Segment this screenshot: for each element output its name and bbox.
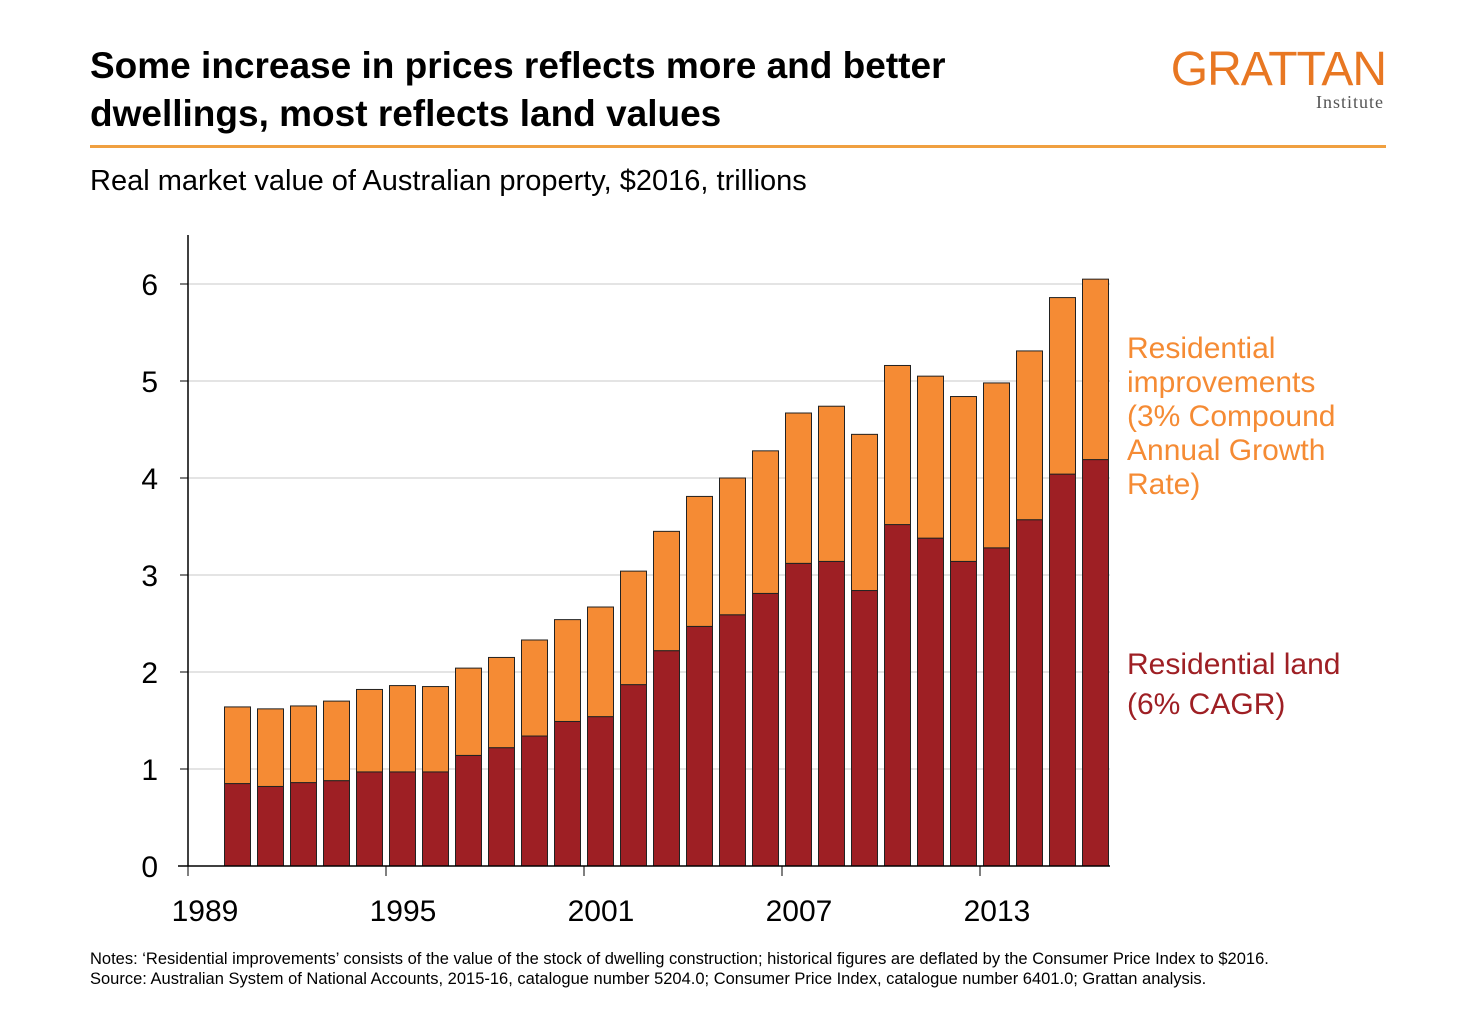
bar-improvements [224, 706, 251, 785]
bar-improvements [290, 705, 317, 784]
bar-improvements [950, 396, 977, 562]
y-tick-label: 5 [141, 366, 158, 399]
bar-land [257, 785, 284, 867]
x-tick-label: 1995 [370, 895, 437, 928]
bar-improvements [257, 708, 284, 787]
bar-improvements [785, 412, 812, 564]
source-text: Source: Australian System of National Ac… [90, 970, 1207, 988]
legend-improvements-line: (3% Compound [1127, 400, 1336, 433]
bar-land [389, 771, 416, 867]
bar-improvements [323, 700, 350, 782]
x-tick-label: 2007 [766, 895, 833, 928]
chart-subtitle: Real market value of Australian property… [90, 165, 807, 197]
bar-improvements [719, 477, 746, 616]
bar-improvements [1082, 278, 1109, 461]
bar-land [323, 780, 350, 867]
notes-text: Notes: ‘Residential improvements’ consis… [90, 950, 1269, 968]
bar-land [1016, 519, 1043, 867]
bar-improvements [620, 570, 647, 686]
bar-improvements [587, 606, 614, 718]
bar-land [620, 684, 647, 867]
bar-land [554, 720, 581, 867]
bar-land [818, 560, 845, 867]
bar-land [290, 782, 317, 867]
bar-land [356, 771, 383, 867]
bar-land [224, 783, 251, 867]
legend-improvements-line: Residential [1127, 332, 1276, 365]
legend-improvements-line: improvements [1127, 366, 1316, 399]
bar-land [455, 754, 482, 867]
grattan-logo: GRATTAN Institute [1150, 43, 1387, 114]
bar-land [521, 735, 548, 867]
legend-land-line: (6% CAGR) [1127, 688, 1286, 721]
bar-improvements [884, 364, 911, 526]
bar-land [587, 716, 614, 867]
header-divider [90, 145, 1386, 148]
bar-improvements [488, 656, 515, 749]
bar-land [785, 562, 812, 867]
bar-land [422, 771, 449, 867]
legend-improvements: Residential improvements (3% Compound An… [1127, 332, 1335, 502]
bar-improvements [1016, 350, 1043, 521]
bar-improvements [917, 375, 944, 539]
bar-improvements [554, 619, 581, 722]
bar-land [917, 537, 944, 867]
bar-land [950, 560, 977, 867]
bar-land [851, 590, 878, 867]
bar-land [686, 625, 713, 867]
logo-wordmark: GRATTAN [1170, 43, 1387, 96]
bar-land [752, 592, 779, 867]
bar-improvements [752, 450, 779, 594]
bar-land [1082, 459, 1109, 867]
y-tick-label: 4 [141, 463, 158, 496]
bar-land [1049, 473, 1076, 867]
legend-improvements-line: Annual Growth [1127, 434, 1326, 467]
legend-land-line: Residential land [1127, 648, 1341, 681]
bar-land [983, 547, 1010, 867]
y-tick-label: 6 [141, 269, 158, 302]
bar-improvements [818, 405, 845, 562]
bar-improvements [521, 639, 548, 737]
y-tick-label: 3 [141, 560, 158, 593]
bar-improvements [653, 530, 680, 652]
bar-improvements [389, 685, 416, 773]
bar-improvements [851, 433, 878, 592]
chart-title: Some increase in prices reflects more an… [90, 45, 946, 134]
footer-notes: Notes: ‘Residential improvements’ consis… [90, 949, 1390, 989]
bar-land [488, 747, 515, 867]
y-tick-label: 1 [141, 754, 158, 787]
x-tick-label: 2001 [568, 895, 635, 928]
bar-land [719, 614, 746, 867]
y-tick-label: 0 [141, 851, 158, 884]
x-tick-label: 2013 [964, 895, 1031, 928]
bar-land [653, 650, 680, 867]
legend-improvements-line: Rate) [1127, 468, 1201, 501]
bar-improvements [455, 667, 482, 756]
bar-improvements [686, 495, 713, 627]
bar-improvements [356, 688, 383, 773]
logo-subtext: Institute [1316, 92, 1384, 112]
bar-improvements [1049, 297, 1076, 475]
x-tick-label: 1989 [172, 895, 239, 928]
bar-land [884, 524, 911, 867]
bar-improvements [983, 382, 1010, 549]
bar-improvements [422, 686, 449, 773]
y-tick-label: 2 [141, 657, 158, 690]
legend-land: Residential land (6% CAGR) [1127, 645, 1340, 725]
